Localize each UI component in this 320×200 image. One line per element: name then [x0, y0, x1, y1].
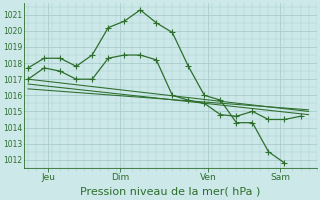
X-axis label: Pression niveau de la mer( hPa ): Pression niveau de la mer( hPa ) [80, 187, 260, 197]
